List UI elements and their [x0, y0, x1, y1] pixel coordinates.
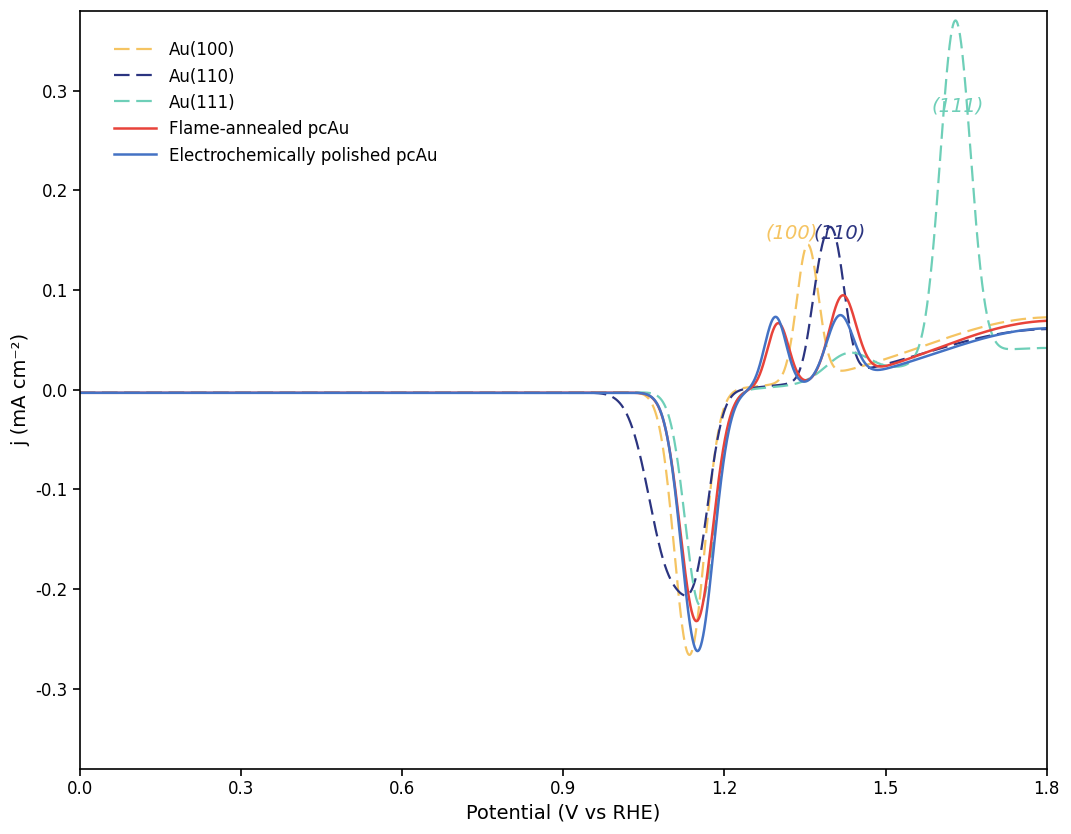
Au(110) [795, 360, 808, 370]
Au(111) [795, 377, 808, 387]
Y-axis label: j (mA cm⁻²): j (mA cm⁻²) [11, 334, 30, 446]
Line: Flame-annealed pcAu: Flame-annealed pcAu [79, 295, 1046, 621]
Electrochemically polished pcAu [834, 310, 847, 320]
Au(100) [73, 388, 86, 398]
Text: (100): (100) [766, 224, 818, 243]
Text: (110): (110) [814, 224, 866, 243]
Line: Au(110): Au(110) [79, 227, 1046, 595]
Electrochemically polished pcAu [869, 364, 881, 374]
Au(111) [73, 388, 86, 398]
Au(100) [795, 261, 808, 271]
Electrochemically polished pcAu [703, 590, 715, 600]
Flame-annealed pcAu [73, 388, 86, 398]
Au(100) [801, 239, 814, 249]
Au(100) [442, 388, 455, 398]
Au(111) [949, 16, 962, 26]
Au(100) [1040, 312, 1053, 322]
Au(110) [653, 542, 666, 552]
Au(111) [694, 600, 707, 610]
Electrochemically polished pcAu [795, 376, 808, 386]
Legend: Au(100), Au(110), Au(111), Flame-annealed pcAu, Electrochemically polished pcAu: Au(100), Au(110), Au(111), Flame-anneale… [107, 34, 444, 171]
Au(111) [248, 388, 261, 398]
Au(100) [248, 388, 261, 398]
Electrochemically polished pcAu [73, 388, 86, 398]
Electrochemically polished pcAu [653, 404, 666, 414]
Au(111) [653, 393, 666, 403]
Line: Au(111): Au(111) [79, 21, 1046, 605]
Flame-annealed pcAu [795, 374, 808, 384]
Au(111) [703, 568, 715, 578]
Au(111) [869, 357, 881, 367]
Au(110) [1040, 324, 1053, 334]
Au(110) [824, 222, 836, 232]
Au(110) [73, 388, 86, 398]
Au(110) [703, 492, 715, 502]
Electrochemically polished pcAu [248, 388, 261, 398]
Electrochemically polished pcAu [691, 646, 704, 656]
Electrochemically polished pcAu [1040, 324, 1053, 334]
Text: (111): (111) [932, 97, 984, 116]
Flame-annealed pcAu [703, 558, 715, 568]
Au(100) [683, 650, 696, 660]
Flame-annealed pcAu [836, 290, 849, 300]
Flame-annealed pcAu [442, 388, 455, 398]
Flame-annealed pcAu [869, 360, 881, 370]
Au(100) [653, 424, 666, 434]
Flame-annealed pcAu [1040, 316, 1053, 326]
Line: Au(100): Au(100) [79, 244, 1046, 655]
Flame-annealed pcAu [653, 404, 666, 414]
Line: Electrochemically polished pcAu: Electrochemically polished pcAu [79, 315, 1046, 651]
Electrochemically polished pcAu [442, 388, 455, 398]
Au(111) [442, 388, 455, 398]
Au(110) [869, 362, 881, 372]
Flame-annealed pcAu [690, 616, 703, 626]
Au(100) [869, 357, 881, 367]
Au(110) [679, 590, 692, 600]
Au(110) [248, 388, 261, 398]
Au(110) [442, 388, 455, 398]
X-axis label: Potential (V vs RHE): Potential (V vs RHE) [466, 804, 661, 823]
Au(100) [703, 501, 715, 511]
Au(111) [1040, 343, 1053, 353]
Flame-annealed pcAu [248, 388, 261, 398]
